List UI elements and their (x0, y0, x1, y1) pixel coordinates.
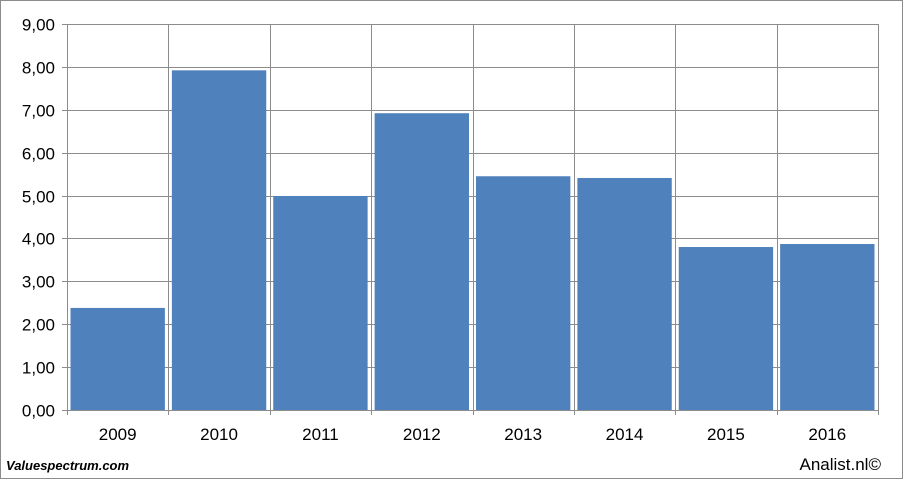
bar (476, 176, 571, 410)
bar (171, 70, 267, 410)
bar (374, 113, 469, 410)
y-tick-label: 8,00 (22, 59, 55, 78)
bar (577, 177, 672, 410)
y-tick-label: 5,00 (22, 188, 55, 207)
y-tick-label: 2,00 (22, 316, 55, 335)
y-tick-label: 6,00 (22, 145, 55, 164)
x-tick-label: 2012 (403, 425, 441, 444)
x-tick-label: 2014 (606, 425, 644, 444)
bar (780, 244, 875, 410)
y-tick-label: 0,00 (22, 402, 55, 421)
bar (70, 307, 165, 410)
x-tick-label: 2016 (808, 425, 846, 444)
y-tick-label: 3,00 (22, 273, 55, 292)
y-tick-label: 9,00 (22, 16, 55, 35)
bars (70, 70, 875, 410)
y-tick-label: 7,00 (22, 102, 55, 121)
bar (678, 247, 774, 410)
x-tick-labels: 2009 2010 2011 2012 2013 2014 2015 2016 (99, 425, 846, 444)
source-watermark-right: Analist.nl© (799, 455, 881, 474)
x-tick-label: 2011 (302, 425, 339, 444)
x-tick-label: 2010 (200, 425, 238, 444)
source-watermark-left: Valuespectrum.com (6, 458, 130, 473)
x-tick-label: 2013 (504, 425, 542, 444)
axes (62, 24, 879, 415)
y-tick-label: 4,00 (22, 230, 55, 249)
x-tick-label: 2009 (99, 425, 137, 444)
y-tick-label: 1,00 (22, 359, 55, 378)
x-tick-label: 2015 (707, 425, 745, 444)
y-tick-labels: 0,00 1,00 2,00 3,00 4,00 5,00 6,00 7,00 8,00 9,00 (22, 16, 55, 421)
bar (273, 195, 368, 410)
